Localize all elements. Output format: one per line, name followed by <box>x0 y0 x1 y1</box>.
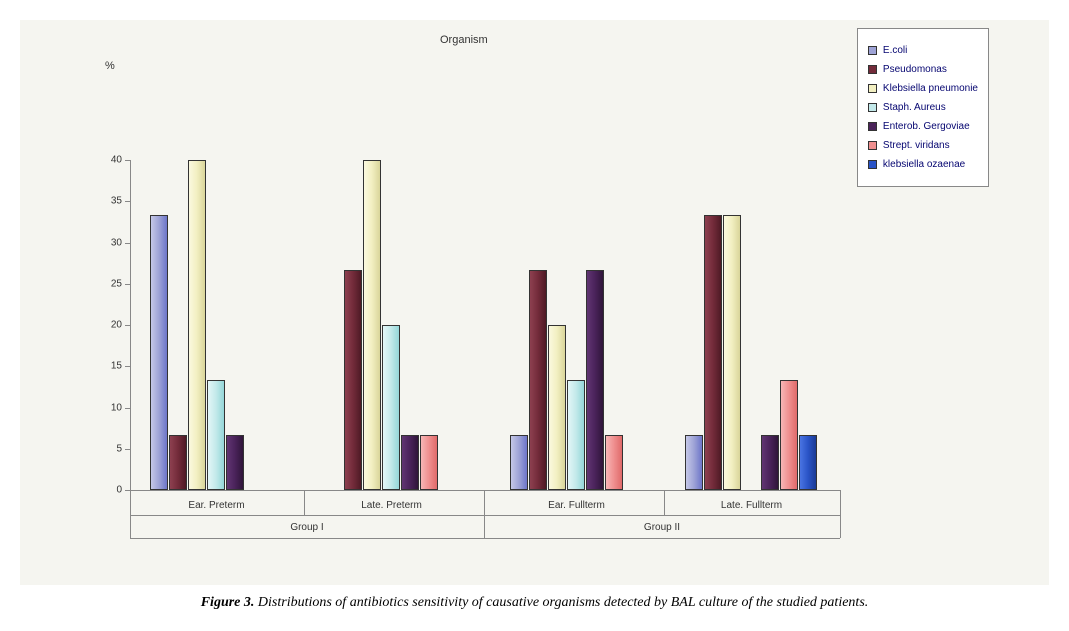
bar <box>761 435 779 490</box>
sub-category-label: Ear. Fullterm <box>510 500 643 511</box>
bar-wrap <box>780 160 798 490</box>
bar <box>344 270 362 490</box>
group-label: Group I <box>130 522 484 533</box>
legend-swatch <box>868 103 877 112</box>
x-tick <box>840 490 841 515</box>
bar <box>567 380 585 490</box>
bar <box>150 215 168 490</box>
bar-wrap <box>567 160 585 490</box>
legend-label: Enterob. Gergoviae <box>883 121 970 132</box>
legend-item: klebsiella ozaenae <box>868 159 978 170</box>
legend-item: Pseudomonas <box>868 64 978 75</box>
bar <box>529 270 547 490</box>
bar <box>207 380 225 490</box>
x-tick <box>130 490 131 515</box>
bar-group <box>685 160 818 490</box>
chart-container: Organism % E.coli Pseudomonas Klebsiella p… <box>20 20 1049 585</box>
bar <box>382 325 400 490</box>
bar-wrap <box>325 160 343 490</box>
bar-wrap <box>420 160 438 490</box>
chart-title: Organism <box>440 34 488 46</box>
bar <box>188 160 206 490</box>
bar-wrap <box>723 160 741 490</box>
x-tick <box>664 490 665 515</box>
bar <box>704 215 722 490</box>
bar-wrap <box>439 160 457 490</box>
legend-swatch <box>868 46 877 55</box>
bar-wrap <box>382 160 400 490</box>
legend-swatch <box>868 122 877 131</box>
bar <box>685 435 703 490</box>
bar <box>363 160 381 490</box>
bar-wrap <box>363 160 381 490</box>
legend-label: Pseudomonas <box>883 64 947 75</box>
bar <box>723 215 741 490</box>
bar <box>548 325 566 490</box>
bar-wrap <box>207 160 225 490</box>
bar-wrap <box>742 160 760 490</box>
chart-ylabel: % <box>105 60 115 72</box>
sub-category-label: Ear. Preterm <box>150 500 283 511</box>
legend-label: klebsiella ozaenae <box>883 159 965 170</box>
bar-wrap <box>226 160 244 490</box>
group-label: Group II <box>484 522 840 533</box>
bar-wrap <box>548 160 566 490</box>
x-axis-divider <box>130 515 840 516</box>
legend-item: Enterob. Gergoviae <box>868 121 978 132</box>
bar-wrap <box>586 160 604 490</box>
legend: E.coli Pseudomonas Klebsiella pneumonie Sta… <box>857 28 989 187</box>
legend-label: Klebsiella pneumonie <box>883 83 978 94</box>
y-axis <box>130 160 131 490</box>
bar <box>605 435 623 490</box>
legend-label: E.coli <box>883 45 907 56</box>
bar <box>169 435 187 490</box>
legend-item: E.coli <box>868 45 978 56</box>
bar-wrap <box>150 160 168 490</box>
bar <box>401 435 419 490</box>
bar-wrap <box>401 160 419 490</box>
bar-wrap <box>605 160 623 490</box>
figure-caption: Figure 3. Distributions of antibiotics s… <box>20 595 1049 611</box>
bar-group <box>510 160 643 490</box>
x-group-tick <box>840 515 841 538</box>
caption-text: Distributions of antibiotics sensitivity… <box>258 595 868 610</box>
bar <box>799 435 817 490</box>
bar-wrap <box>685 160 703 490</box>
bar-wrap <box>245 160 263 490</box>
sub-category-label: Late. Preterm <box>325 500 458 511</box>
bar-wrap <box>799 160 817 490</box>
bar-wrap <box>188 160 206 490</box>
bar <box>226 435 244 490</box>
legend-item: Strept. viridans <box>868 140 978 151</box>
legend-label: Strept. viridans <box>883 140 950 151</box>
legend-swatch <box>868 141 877 150</box>
bar-wrap <box>169 160 187 490</box>
bar-wrap <box>529 160 547 490</box>
legend-item: Klebsiella pneumonie <box>868 83 978 94</box>
legend-swatch <box>868 160 877 169</box>
bar-wrap <box>344 160 362 490</box>
bar-wrap <box>510 160 528 490</box>
x-tick <box>304 490 305 515</box>
bar <box>420 435 438 490</box>
caption-label: Figure 3. <box>201 595 255 610</box>
legend-swatch <box>868 65 877 74</box>
legend-label: Staph. Aureus <box>883 102 946 113</box>
x-tick <box>484 490 485 515</box>
bar-wrap <box>704 160 722 490</box>
bar <box>780 380 798 490</box>
bar-wrap <box>624 160 642 490</box>
bar-wrap <box>761 160 779 490</box>
plot-area: 0510152025303540Ear. PretermLate. Preter… <box>130 160 840 491</box>
bar-group <box>150 160 283 490</box>
sub-category-label: Late. Fullterm <box>685 500 818 511</box>
bar-group <box>325 160 458 490</box>
legend-item: Staph. Aureus <box>868 102 978 113</box>
legend-swatch <box>868 84 877 93</box>
bar <box>586 270 604 490</box>
bar <box>510 435 528 490</box>
x-axis-divider <box>130 538 840 539</box>
bar-wrap <box>264 160 282 490</box>
